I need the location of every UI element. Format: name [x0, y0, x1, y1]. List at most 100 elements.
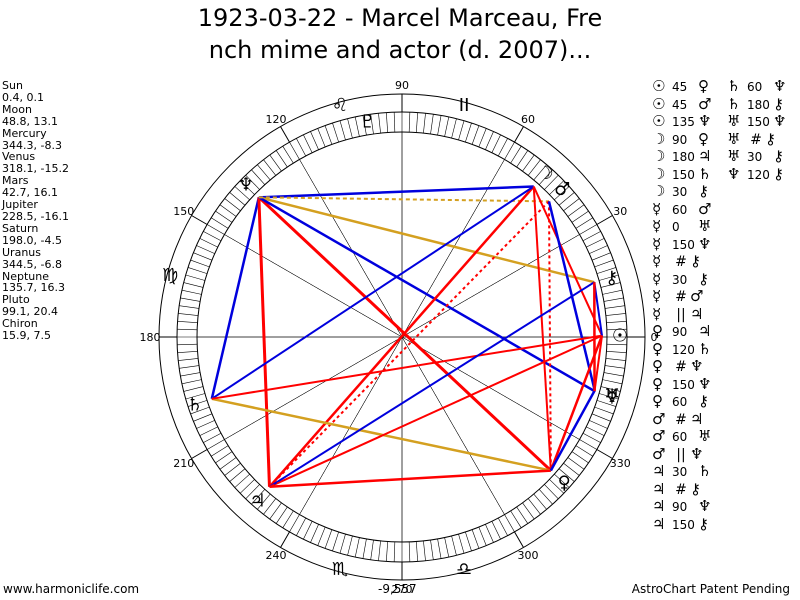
- degree-tick: [586, 238, 605, 248]
- aspect-line: [549, 389, 596, 472]
- aspect-planet-b: ♂: [698, 199, 712, 218]
- aspect-planet-b: ♃: [698, 322, 712, 340]
- planet-name: Uranus: [2, 245, 41, 259]
- degree-tick: [347, 535, 353, 556]
- zodiac-sign-glyph: ♍: [162, 265, 178, 286]
- aspect-angle: 30: [672, 185, 688, 199]
- aspect-planet-b: ⚷: [698, 392, 709, 410]
- degree-tick: [183, 282, 204, 288]
- aspect-angle: 180: [747, 97, 770, 112]
- degree-tick: [178, 313, 199, 316]
- aspect-planet-b: ♄: [698, 462, 712, 480]
- aspect-line: [258, 185, 534, 199]
- aspect-line: [547, 201, 552, 471]
- planet-name: Venus: [2, 150, 36, 164]
- planet-name: Mercury: [2, 126, 47, 140]
- aspect-line: [593, 282, 603, 336]
- degree-tick: [451, 118, 457, 139]
- aspect-planet-b: ⚷: [690, 252, 701, 270]
- degree-tick: [465, 531, 472, 552]
- degree-tick: [180, 297, 201, 302]
- degree-tick: [393, 541, 396, 562]
- aspect-planet-a: ☿: [652, 252, 662, 270]
- degree-label: 210: [173, 457, 194, 470]
- degree-tick: [594, 259, 614, 268]
- aspect-row: ♀ 90 ♃: [652, 322, 716, 341]
- zodiac-sign-glyph: ♌: [332, 95, 348, 116]
- aspect-row: ♀ 60 ⚷: [652, 392, 716, 411]
- degree-tick: [229, 192, 246, 206]
- planet-glyph-neptune: ♆: [238, 175, 254, 196]
- aspect-angle: ||: [676, 446, 686, 463]
- planet-coords: 48.8, 13.1: [2, 114, 58, 128]
- aspect-planet-a: ☿: [652, 217, 662, 235]
- planet-coords: 344.5, -6.8: [2, 257, 62, 271]
- aspect-line: [532, 186, 552, 471]
- aspect-planet-a: ☉: [652, 77, 666, 95]
- degree-tick: [386, 112, 388, 133]
- degree-tick: [354, 537, 360, 558]
- aspect-planet-b: ♆: [698, 497, 712, 515]
- degree-tick: [190, 259, 210, 268]
- degree-tick: [370, 539, 374, 560]
- zodiac-sign-glyph: ♎: [456, 559, 472, 580]
- degree-tick: [199, 426, 218, 436]
- aspect-angle: 150: [747, 115, 770, 129]
- degree-tick: [558, 192, 575, 206]
- aspect-planet-a: ☿: [652, 269, 662, 288]
- degree-tick: [485, 131, 494, 150]
- planet-name: Saturn: [2, 221, 39, 235]
- degree-tick: [339, 120, 346, 141]
- degree-tick: [239, 479, 255, 494]
- aspect-row: ☿ # ♂: [652, 287, 716, 306]
- aspect-row: ♀ 120 ♄: [652, 340, 716, 359]
- aspect-planet-a: ☉: [652, 94, 666, 113]
- degree-tick: [179, 365, 200, 369]
- aspect-planet-a: ♃: [652, 497, 666, 515]
- degree-tick: [516, 150, 529, 168]
- aspect-line: [268, 281, 595, 488]
- degree-tick: [211, 445, 229, 457]
- aspect-row: ☉ 135 ♆: [652, 112, 716, 131]
- degree-label: 300: [518, 549, 539, 562]
- aspect-row: ☽ 90 ♀: [652, 130, 716, 149]
- footer-website[interactable]: www.harmoniclife.com: [3, 582, 140, 596]
- sector-tick: [191, 449, 208, 459]
- degree-label: 90: [395, 79, 409, 92]
- sector-tick: [514, 531, 524, 548]
- aspect-planet-a: ♂: [652, 427, 666, 445]
- degree-tick: [471, 529, 480, 549]
- degree-tick: [234, 473, 250, 488]
- degree-tick: [251, 489, 266, 505]
- degree-tick: [554, 186, 570, 201]
- aspect-planet-a: ♀: [652, 322, 663, 340]
- degree-tick: [603, 297, 624, 302]
- planet-coords: 42.7, 16.1: [2, 186, 58, 200]
- aspect-row: ☿ || ♃: [652, 305, 716, 324]
- degree-tick: [347, 118, 353, 139]
- degree-tick: [497, 138, 508, 157]
- degree-tick: [465, 122, 472, 143]
- degree-tick: [458, 533, 465, 554]
- degree-tick: [303, 134, 313, 153]
- degree-tick: [181, 289, 202, 295]
- degree-tick: [591, 413, 611, 422]
- aspect-row: ♄ 180 ⚷: [727, 95, 791, 114]
- aspect-planet-a: ☿: [652, 199, 662, 218]
- degree-tick: [215, 451, 233, 464]
- degree-tick: [533, 164, 547, 181]
- planet-glyph-pluto: ♇: [359, 112, 375, 133]
- aspect-line: [268, 185, 535, 488]
- degree-tick: [602, 289, 623, 295]
- aspect-angle: 60: [672, 202, 688, 217]
- degree-tick: [219, 204, 237, 217]
- chart-title-line-1: 1923-03-22 - Marcel Marceau, Fre: [197, 4, 603, 32]
- degree-tick: [554, 473, 570, 488]
- aspect-angle: 90: [672, 325, 688, 339]
- sector-tick: [280, 531, 290, 548]
- aspect-planet-b: ♆: [698, 374, 712, 393]
- planet-glyph-jupiter: ♃: [249, 490, 265, 511]
- aspect-planet-b: ♂: [698, 94, 712, 113]
- degree-tick: [549, 479, 565, 494]
- degree-tick: [187, 400, 208, 407]
